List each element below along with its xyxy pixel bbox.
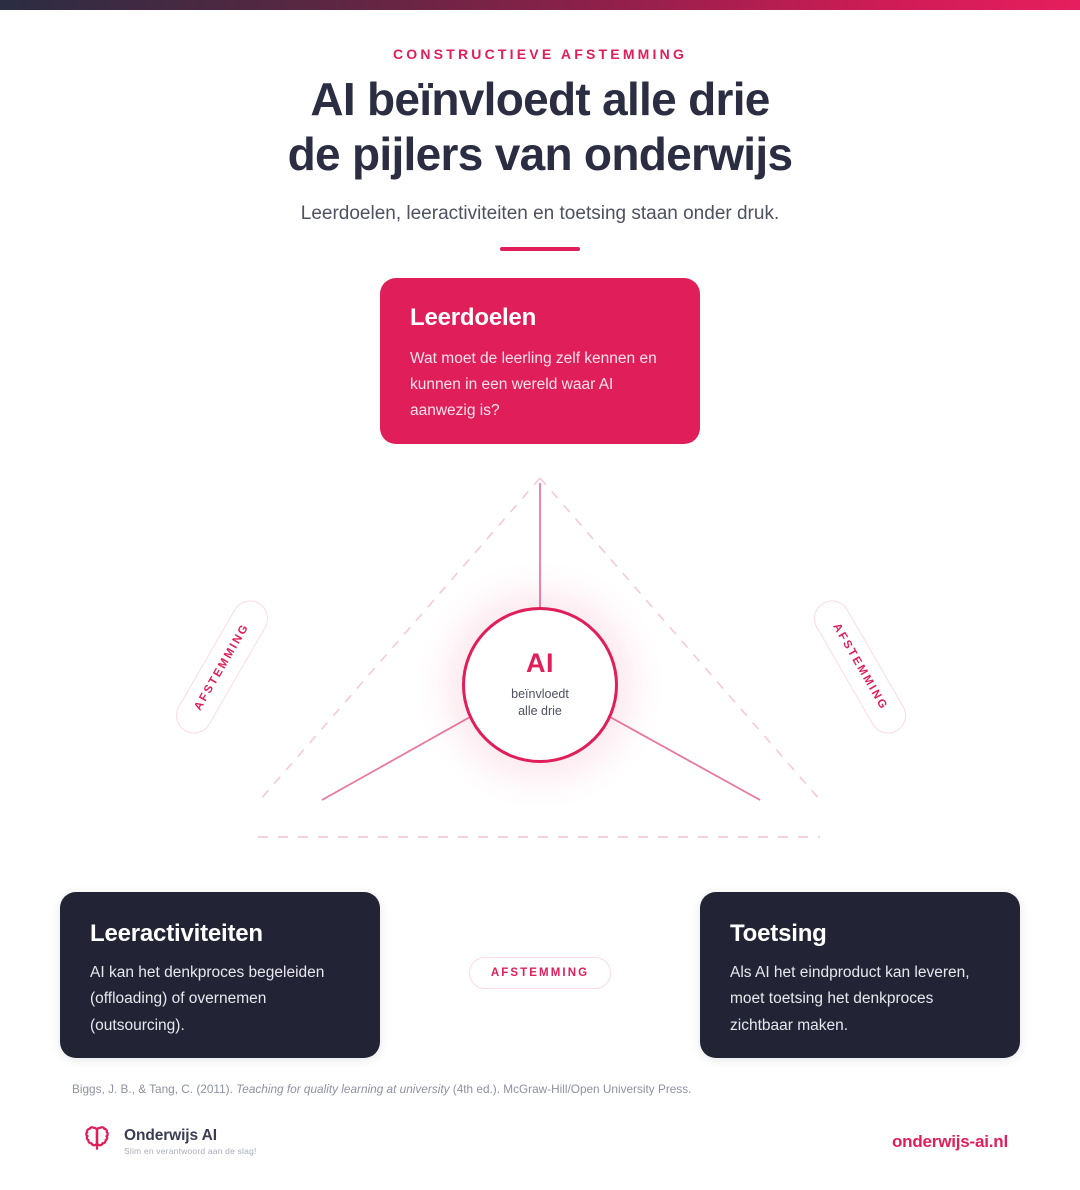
source-citation: Biggs, J. B., & Tang, C. (2011). Teachin… — [72, 1081, 1012, 1098]
ai-node-subtitle-line-2: alle drie — [518, 704, 562, 718]
citation-prefix: Biggs, J. B., & Tang, C. (2011). — [72, 1082, 237, 1096]
brand-name: Onderwijs AI — [124, 1126, 217, 1144]
headline-line-2: de pijlers van onderwijs — [287, 128, 793, 180]
page-subtitle: Leerdoelen, leeractiviteiten en toetsing… — [300, 203, 780, 224]
pillar-body: AI kan het denkproces begeleiden (offloa… — [90, 964, 325, 1034]
brand-lockup[interactable]: Onderwijs AI Slim en verantwoord aan de … — [82, 1124, 257, 1159]
headline-line-1: AI beïnvloedt alle drie — [310, 73, 770, 125]
brand-text-block: Onderwijs AI Slim en verantwoord aan de … — [124, 1127, 257, 1156]
pillar-card-leerdoelen: Leerdoelen Wat moet de leerling zelf ken… — [380, 278, 700, 444]
page-title: AI beïnvloedt alle drie de pijlers van o… — [0, 76, 1080, 177]
ai-center-node: AI beïnvloedt alle drie — [462, 607, 618, 763]
pillar-card-leeractiviteiten: Leeractiviteiten AI kan het denkproces b… — [60, 892, 380, 1058]
eyebrow-label: CONSTRUCTIEVE AFSTEMMING — [392, 46, 688, 62]
brain-icon — [82, 1124, 112, 1159]
ai-node-title: AI — [526, 648, 554, 679]
spoke-to-leeractiviteiten — [321, 716, 471, 801]
pillar-body: Als AI het eindproduct kan leveren, moet… — [730, 964, 970, 1034]
afstemming-pill-bottom: AFSTEMMING — [469, 957, 611, 989]
top-accent-bar — [0, 0, 1080, 10]
pillar-title: Leerdoelen — [410, 304, 537, 331]
pillar-card-toetsing: Toetsing Als AI het eindproduct kan leve… — [700, 892, 1020, 1058]
title-divider — [500, 247, 580, 251]
ai-node-subtitle: beïnvloedt alle drie — [511, 686, 569, 719]
page-header: CONSTRUCTIEVE AFSTEMMING AI beïnvloedt a… — [0, 46, 1080, 251]
spoke-to-toetsing — [609, 716, 761, 801]
citation-work-title: Teaching for quality learning at univers… — [236, 1082, 450, 1096]
pillar-body: Wat moet de leerling zelf kennen en kunn… — [410, 350, 657, 420]
ai-node-subtitle-line-1: beïnvloedt — [511, 687, 569, 702]
brand-tagline: Slim en verantwoord aan de slag! — [124, 1145, 257, 1156]
pillar-title: Leeractiviteiten — [90, 920, 263, 947]
pillar-title: Toetsing — [730, 920, 827, 947]
site-url[interactable]: onderwijs-ai.nl — [891, 1132, 1008, 1151]
citation-suffix: (4th ed.). McGraw-Hill/Open University P… — [449, 1082, 692, 1096]
page-footer: Onderwijs AI Slim en verantwoord aan de … — [0, 1120, 1080, 1176]
triangle-diagram — [0, 455, 1080, 875]
